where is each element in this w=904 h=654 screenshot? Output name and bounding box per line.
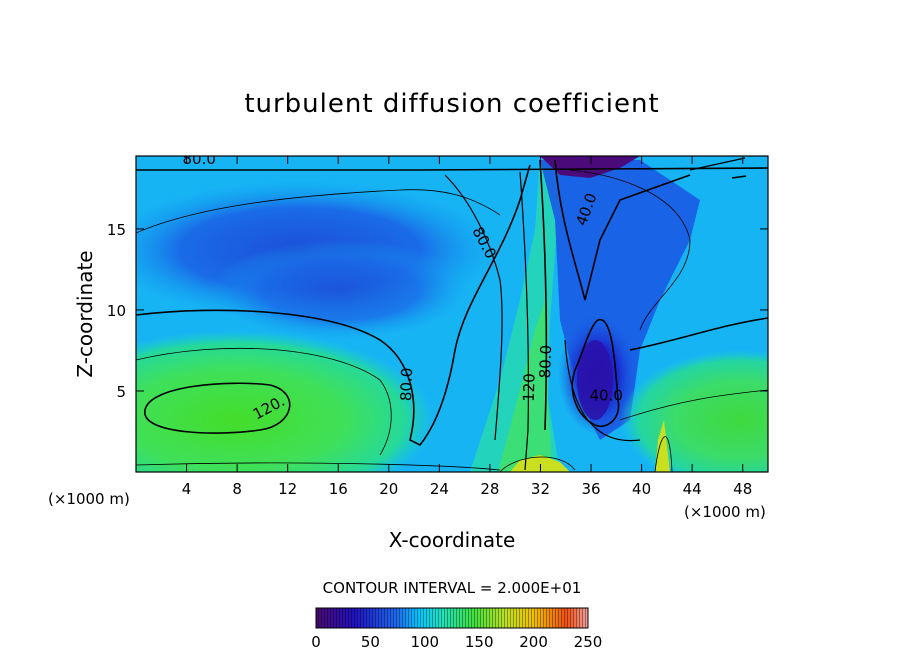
y-tick-label: 15 [107, 221, 126, 239]
colorbar-tick-label: 0 [311, 633, 321, 651]
colorbar-tick-label: 250 [574, 633, 603, 651]
chart-title: turbulent diffusion coefficient [244, 89, 659, 119]
x-unit-left: (×1000 m) [48, 490, 130, 508]
contour-80-left [136, 164, 531, 447]
x-tick-label: 8 [232, 480, 242, 498]
x-tick-label: 4 [182, 480, 192, 498]
x-tick-label: 32 [531, 480, 550, 498]
x-tick-label: 20 [379, 480, 398, 498]
x-tick-label: 36 [581, 480, 600, 498]
contour-lines [136, 157, 768, 472]
plot-frame [135, 155, 769, 473]
contour-120 [144, 382, 291, 434]
y-tick-label: 10 [107, 302, 126, 320]
x-axis-label: X-coordinate [389, 528, 516, 552]
contour-label: 80.0 [397, 367, 416, 401]
contour-40-core [571, 319, 620, 427]
x-tick-label: 44 [683, 480, 702, 498]
contour-40-right [554, 159, 691, 301]
x-unit-right: (×1000 m) [684, 503, 766, 521]
field-green-lower [136, 330, 435, 472]
contour-label: 120 [520, 373, 539, 402]
colorbar-tick-label: 200 [519, 633, 548, 651]
contour-label: 80.0 [536, 345, 555, 379]
x-tick-label: 24 [430, 480, 449, 498]
contour-80-plume [444, 174, 503, 441]
colorbar-tick-label: 50 [361, 633, 380, 651]
x-axis: 4 8 12 16 20 24 28 32 36 40 44 48 [182, 156, 752, 498]
colorbar: 0 50 100 150 200 250 [311, 607, 602, 651]
contour-80-top [136, 167, 768, 171]
x-tick-label: 28 [480, 480, 499, 498]
x-tick-label: 48 [733, 480, 752, 498]
x-tick-label: 16 [329, 480, 348, 498]
contour-label: 80.0 [182, 150, 215, 168]
colorbar-tick-label: 100 [410, 633, 439, 651]
x-tick-label: 12 [278, 480, 297, 498]
field-top-min [540, 156, 640, 178]
contour-interval-text: CONTOUR INTERVAL = 2.000E+01 [323, 579, 582, 597]
y-axis: 5 10 15 [107, 221, 768, 401]
x-tick-label: 40 [632, 480, 651, 498]
y-axis-label: Z-coordinate [73, 250, 97, 377]
colorbar-ticks: 0 50 100 150 200 250 [311, 633, 602, 651]
colorbar-tick-label: 150 [465, 633, 494, 651]
y-tick-label: 5 [116, 383, 126, 401]
contour-label: 40.0 [590, 387, 623, 405]
